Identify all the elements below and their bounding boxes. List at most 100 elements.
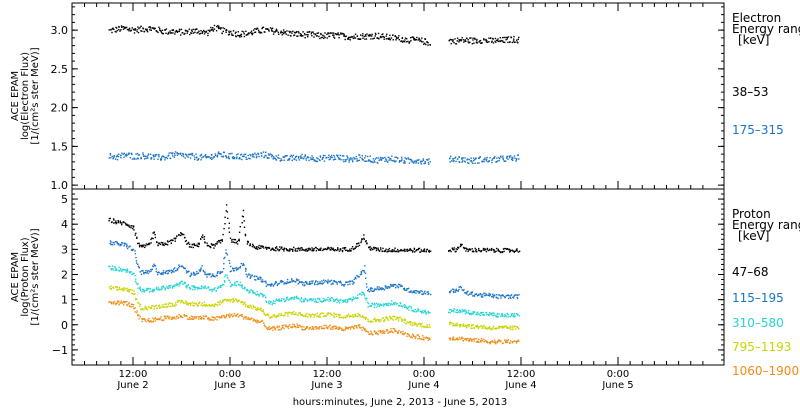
data-point	[387, 38, 390, 40]
data-point	[186, 318, 189, 320]
data-point	[348, 161, 350, 163]
data-point	[114, 30, 116, 33]
data-point	[232, 268, 234, 270]
data-point	[284, 314, 286, 316]
data-point	[129, 245, 131, 248]
data-point	[161, 286, 163, 288]
data-point	[164, 242, 166, 244]
data-point	[404, 319, 406, 322]
data-point	[300, 313, 302, 315]
data-point	[171, 316, 173, 319]
data-point	[320, 325, 323, 328]
data-point	[449, 38, 452, 41]
data-point	[229, 281, 231, 284]
data-point	[362, 159, 364, 161]
data-point	[316, 248, 318, 250]
data-point	[476, 250, 478, 253]
data-point	[357, 324, 360, 326]
data-point	[208, 273, 210, 275]
data-point	[412, 290, 415, 293]
data-point	[265, 248, 268, 250]
data-point	[113, 222, 115, 224]
data-point	[492, 42, 495, 44]
data-point	[153, 305, 156, 308]
data-point	[112, 241, 114, 244]
data-point	[468, 324, 470, 326]
data-point	[481, 314, 484, 316]
data-point	[506, 36, 508, 39]
data-point	[517, 313, 519, 316]
data-point	[372, 38, 374, 40]
data-point	[453, 247, 455, 249]
data-point	[451, 288, 454, 290]
data-point	[250, 154, 252, 157]
data-point	[387, 304, 389, 306]
data-point	[381, 250, 383, 252]
data-point	[279, 246, 281, 248]
data-point	[132, 225, 135, 227]
data-point	[113, 243, 116, 246]
data-point	[467, 312, 469, 314]
data-point	[471, 248, 473, 250]
data-point	[420, 290, 422, 292]
data-point	[161, 319, 164, 321]
data-point	[167, 33, 169, 35]
data-point	[350, 315, 352, 317]
data-point	[220, 27, 222, 29]
data-point	[512, 296, 514, 298]
data-point	[317, 283, 319, 285]
x-tick-label: 12:00	[119, 369, 148, 380]
legend-entry: 310–580	[732, 316, 784, 330]
data-point	[265, 300, 267, 302]
data-point	[112, 269, 114, 271]
data-point	[501, 313, 503, 316]
data-point	[176, 315, 178, 317]
data-point	[176, 152, 178, 154]
data-point	[228, 231, 231, 233]
data-point	[250, 306, 253, 308]
data-point	[145, 308, 148, 311]
data-point	[189, 318, 192, 320]
data-point	[464, 310, 466, 312]
data-point	[168, 154, 170, 156]
data-point	[449, 290, 452, 293]
data-point	[182, 283, 184, 286]
data-point	[232, 268, 235, 270]
data-point	[136, 283, 138, 286]
data-point	[340, 249, 342, 251]
data-point	[182, 152, 184, 155]
data-point	[417, 159, 419, 161]
data-point	[219, 240, 221, 242]
data-point	[405, 306, 407, 308]
data-point	[122, 287, 124, 290]
data-point	[303, 329, 305, 331]
data-point	[383, 289, 385, 291]
data-point	[465, 338, 468, 340]
data-point	[268, 247, 271, 249]
data-point	[370, 330, 372, 332]
data-point	[304, 327, 307, 330]
data-point	[342, 159, 344, 161]
data-point	[120, 300, 122, 302]
data-point	[222, 233, 224, 236]
data-point	[320, 36, 323, 39]
data-point	[115, 303, 117, 306]
data-point	[452, 39, 454, 41]
data-point	[164, 271, 167, 274]
data-point	[271, 327, 273, 329]
data-point	[470, 312, 472, 314]
data-point	[453, 308, 456, 310]
data-point	[369, 248, 371, 250]
data-point	[515, 159, 518, 161]
data-point	[264, 31, 266, 33]
data-point	[240, 315, 243, 317]
data-point	[288, 323, 291, 326]
data-point	[471, 327, 473, 329]
data-point	[373, 160, 375, 162]
data-point	[427, 293, 429, 296]
data-point	[351, 280, 353, 282]
data-point	[110, 285, 113, 287]
data-point	[303, 158, 305, 160]
data-point	[457, 324, 459, 326]
data-point	[322, 327, 324, 329]
